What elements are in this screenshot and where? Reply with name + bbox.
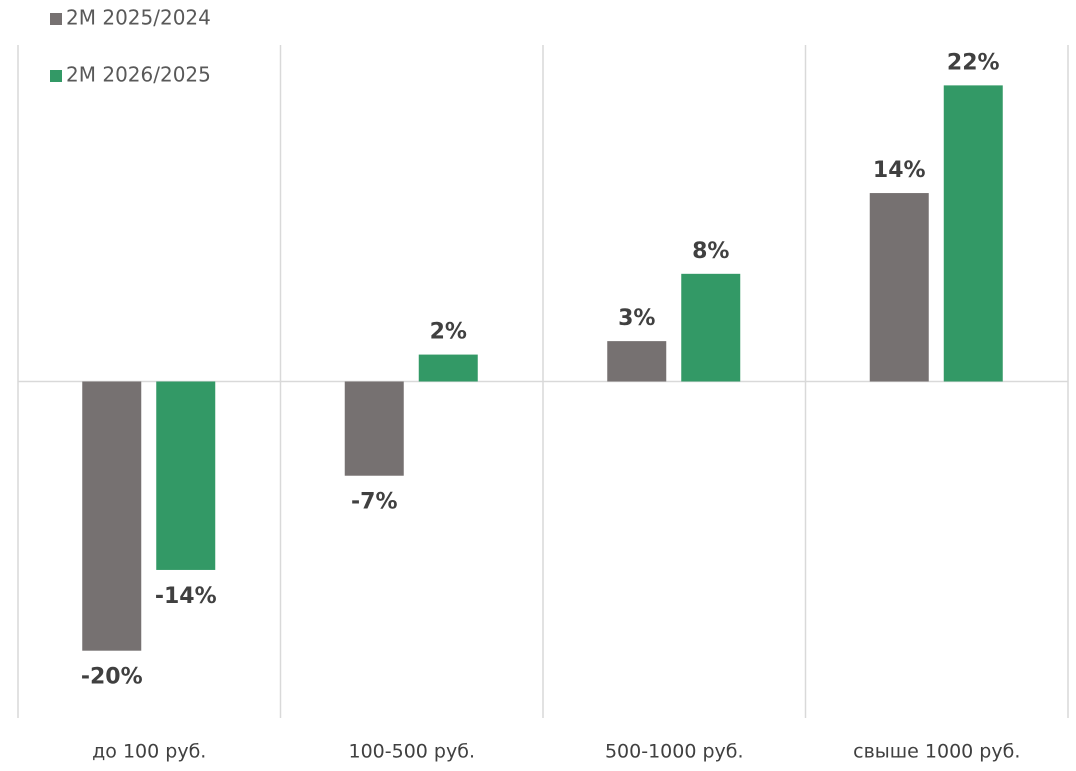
x-tick-label: до 100 руб. — [92, 741, 206, 763]
legend-swatch — [50, 70, 62, 82]
data-label: 22% — [947, 50, 1000, 75]
x-tick-label: 500-1000 руб. — [605, 741, 744, 763]
data-label: 3% — [618, 306, 655, 331]
bar — [943, 85, 1003, 382]
bar — [82, 381, 142, 651]
bar — [156, 381, 216, 570]
legend-label: 2M 2026/2025 — [66, 63, 211, 87]
data-label: 14% — [873, 158, 926, 183]
x-tick-label: 100-500 руб. — [349, 741, 476, 763]
data-label: -14% — [155, 584, 217, 609]
legend-label: 2M 2025/2024 — [66, 6, 211, 30]
bar — [869, 193, 929, 382]
bar — [344, 381, 404, 476]
data-label: -20% — [81, 665, 143, 690]
data-label: 8% — [692, 239, 729, 264]
bar — [607, 341, 667, 382]
data-label: -7% — [351, 490, 397, 515]
data-label: 2% — [430, 320, 467, 345]
bar — [681, 273, 741, 382]
bar — [418, 354, 478, 382]
legend-swatch — [50, 13, 62, 25]
x-tick-label: свыше 1000 руб. — [853, 741, 1020, 763]
